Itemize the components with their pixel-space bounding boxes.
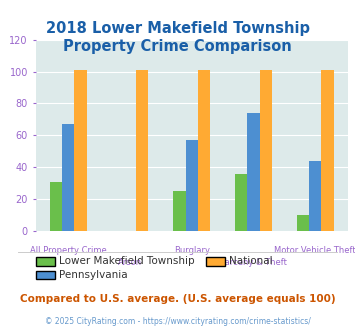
- Text: All Property Crime: All Property Crime: [30, 246, 106, 255]
- Text: © 2025 CityRating.com - https://www.cityrating.com/crime-statistics/: © 2025 CityRating.com - https://www.city…: [45, 317, 310, 326]
- Bar: [136, 70, 148, 231]
- Text: Burglary: Burglary: [174, 246, 210, 255]
- Text: Pennsylvania: Pennsylvania: [59, 270, 127, 280]
- Bar: [62, 124, 75, 231]
- Bar: [247, 113, 260, 231]
- Bar: [321, 70, 334, 231]
- Text: Larceny & Theft: Larceny & Theft: [220, 258, 287, 267]
- Bar: [75, 70, 87, 231]
- Bar: [235, 174, 247, 231]
- Text: 2018 Lower Makefield Township
Property Crime Comparison: 2018 Lower Makefield Township Property C…: [45, 21, 310, 54]
- Text: Lower Makefield Township: Lower Makefield Township: [59, 256, 194, 266]
- Bar: [309, 161, 321, 231]
- Text: Arson: Arson: [118, 258, 142, 267]
- Bar: [173, 191, 186, 231]
- Text: Motor Vehicle Theft: Motor Vehicle Theft: [274, 246, 355, 255]
- Text: Compared to U.S. average. (U.S. average equals 100): Compared to U.S. average. (U.S. average …: [20, 294, 335, 304]
- Bar: [297, 215, 309, 231]
- Text: National: National: [229, 256, 273, 266]
- Bar: [260, 70, 272, 231]
- Bar: [50, 182, 62, 231]
- Bar: [198, 70, 210, 231]
- Bar: [186, 140, 198, 231]
